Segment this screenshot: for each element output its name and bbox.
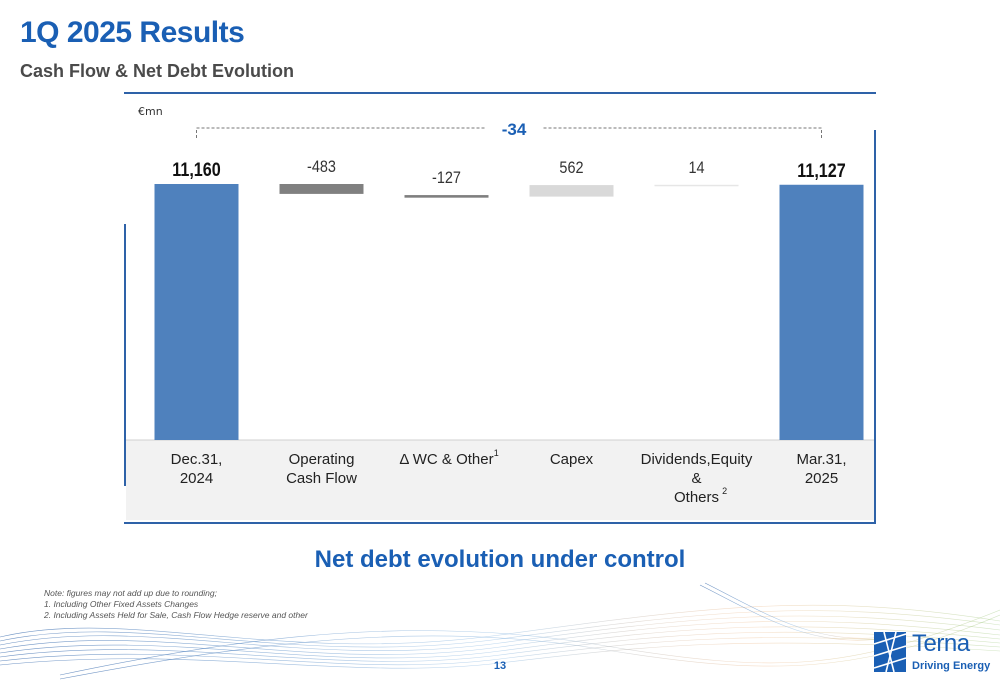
terna-mark-icon [873,631,907,673]
tick-label-0-0: Dec.31, [171,451,223,468]
tick-label-0-1: 2024 [180,470,213,487]
frame-left-rule [124,224,126,486]
tick-label-sup-4: 2 [722,486,727,496]
bracket-right [543,127,822,138]
tagline: Net debt evolution under control [314,546,686,573]
axis-label-band [126,440,874,520]
bar-3 [529,185,614,197]
unit-label: €mn [138,105,163,118]
footnote-2: 2. Including Assets Held for Sale, Cash … [44,610,308,620]
page-subtitle: Cash Flow & Net Debt Evolution [20,61,295,81]
bar-0 [154,184,239,440]
tick-label-4-1: & [691,470,701,487]
footnote-general: Note: figures may not add up due to roun… [44,588,217,598]
logo-name: Terna [912,630,970,657]
logo-tagline: Driving Energy [912,660,991,672]
data-label-4: 14 [688,159,704,177]
bracket-left [196,127,487,138]
footnote-1: 1. Including Other Fixed Assets Changes [44,599,199,609]
data-label-3: 562 [559,159,583,177]
footnotes: Note: figures may not add up due to roun… [44,588,308,621]
data-label-0: 11,160 [172,159,221,181]
delta-label: -34 [502,120,527,139]
tick-label-5-1: 2025 [805,470,838,487]
bar-5 [779,184,864,440]
decorative-wave-graphic [0,582,1000,680]
bar-1 [279,184,364,194]
page-title: 1Q 2025 Results [20,16,245,49]
chart-frame: €mn 11,160 Dec.31, 2024 -483 Operating Cash Fl… [124,92,876,524]
bar-2 [404,195,489,198]
frame-right-rule [874,130,876,522]
tick-label-2-0: Δ WC & Other [399,451,493,468]
data-label-5: 11,127 [797,160,846,182]
data-label-2: -127 [432,169,461,187]
tick-label-sup-2: 1 [494,448,499,458]
tick-label-5-0: Mar.31, [796,451,846,468]
terna-logo: Terna Driving Energy [872,630,994,676]
tick-label-1-0: Operating [289,451,355,468]
page-number: 13 [493,660,507,672]
data-label-1: -483 [307,158,336,176]
bar-4 [654,184,739,187]
tick-label-4-0: Dividends,Equity [641,451,753,468]
tick-label-4-2: Others [674,489,719,506]
tick-label-3-0: Capex [550,451,594,468]
waterfall-chart: €mn 11,160 Dec.31, 2024 -483 Operating Cash Fl… [126,105,874,520]
tick-label-1-1: Cash Flow [286,470,357,487]
